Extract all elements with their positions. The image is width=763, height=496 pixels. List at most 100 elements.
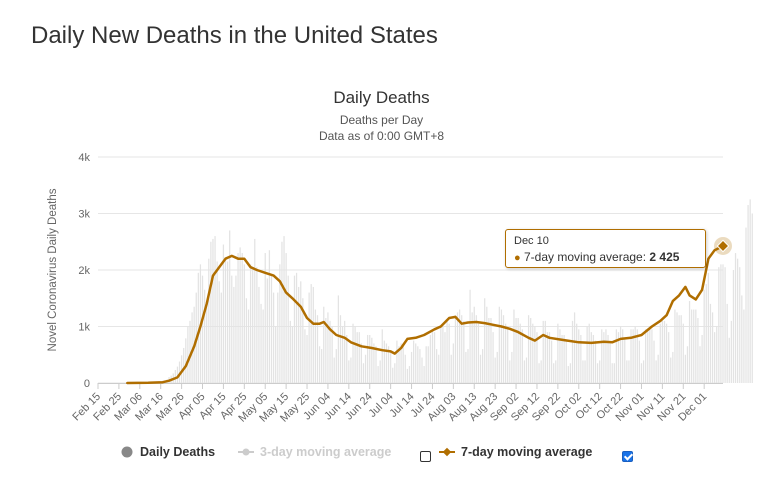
daily-deaths-bar[interactable] <box>367 334 369 383</box>
daily-deaths-bar[interactable] <box>419 349 421 383</box>
daily-deaths-bar[interactable] <box>385 343 388 383</box>
daily-deaths-bar[interactable] <box>576 323 578 383</box>
daily-deaths-bar[interactable] <box>527 315 530 383</box>
daily-deaths-bar[interactable] <box>728 337 730 383</box>
daily-deaths-bar[interactable] <box>272 292 275 383</box>
daily-deaths-bar[interactable] <box>473 306 475 383</box>
daily-deaths-bar[interactable] <box>260 303 262 383</box>
daily-deaths-bar[interactable] <box>302 298 304 383</box>
daily-deaths-bar[interactable] <box>321 349 323 383</box>
daily-deaths-bar[interactable] <box>235 275 237 383</box>
daily-deaths-bar[interactable] <box>674 309 676 383</box>
daily-deaths-bar[interactable] <box>655 360 657 383</box>
daily-deaths-bar[interactable] <box>714 332 716 383</box>
daily-deaths-bar[interactable] <box>425 346 427 383</box>
daily-deaths-bar[interactable] <box>590 332 592 383</box>
daily-deaths-bar[interactable] <box>360 343 362 383</box>
daily-deaths-bar[interactable] <box>379 360 381 383</box>
daily-deaths-bar[interactable] <box>471 312 473 384</box>
daily-deaths-bar[interactable] <box>642 360 645 383</box>
daily-deaths-bar[interactable] <box>350 357 352 383</box>
daily-deaths-bar[interactable] <box>680 315 682 383</box>
daily-deaths-bar[interactable] <box>678 315 680 383</box>
daily-deaths-bar[interactable] <box>247 309 250 383</box>
daily-deaths-bar[interactable] <box>640 363 643 383</box>
daily-deaths-bar[interactable] <box>208 258 210 383</box>
daily-deaths-bar[interactable] <box>206 303 208 383</box>
daily-deaths-bar[interactable] <box>258 286 260 383</box>
daily-deaths-bar[interactable] <box>452 343 454 383</box>
daily-deaths-bar[interactable] <box>291 326 294 384</box>
daily-deaths-bar[interactable] <box>446 320 448 383</box>
daily-deaths-bar[interactable] <box>659 323 661 383</box>
daily-deaths-bar[interactable] <box>295 272 298 383</box>
daily-deaths-bar[interactable] <box>569 363 572 383</box>
daily-deaths-bar[interactable] <box>588 323 590 383</box>
checkbox-3-day-average[interactable] <box>420 451 431 462</box>
daily-deaths-bar[interactable] <box>176 366 179 383</box>
daily-deaths-bar[interactable] <box>711 312 714 384</box>
daily-deaths-bar[interactable] <box>686 346 689 383</box>
daily-deaths-bar[interactable] <box>504 323 507 383</box>
daily-deaths-bar[interactable] <box>456 312 459 384</box>
daily-deaths-bar[interactable] <box>331 326 333 384</box>
daily-deaths-bar[interactable] <box>632 329 634 383</box>
daily-deaths-bar[interactable] <box>268 250 271 383</box>
daily-deaths-bar[interactable] <box>592 334 595 383</box>
daily-deaths-bar[interactable] <box>695 309 697 383</box>
daily-deaths-bar[interactable] <box>515 318 517 383</box>
daily-deaths-bar[interactable] <box>394 363 396 383</box>
daily-deaths-bar[interactable] <box>224 258 227 383</box>
daily-deaths-bar[interactable] <box>279 264 281 383</box>
daily-deaths-bar[interactable] <box>266 278 268 383</box>
daily-deaths-bar[interactable] <box>624 337 626 383</box>
daily-deaths-bar[interactable] <box>615 329 618 383</box>
daily-deaths-bar[interactable] <box>745 227 747 384</box>
daily-deaths-bar[interactable] <box>626 360 628 383</box>
daily-deaths-bar[interactable] <box>352 323 354 383</box>
daily-deaths-bar[interactable] <box>548 332 551 383</box>
daily-deaths-bar[interactable] <box>275 326 277 384</box>
daily-deaths-bar[interactable] <box>676 312 678 384</box>
daily-deaths-bar[interactable] <box>561 334 563 383</box>
daily-deaths-bar[interactable] <box>665 323 668 383</box>
daily-deaths-bar[interactable] <box>262 309 264 383</box>
daily-deaths-bar[interactable] <box>511 351 513 383</box>
hover-diamond-marker[interactable] <box>716 239 730 253</box>
daily-deaths-bar[interactable] <box>431 329 434 383</box>
daily-deaths-bar[interactable] <box>705 284 707 384</box>
daily-deaths-bar[interactable] <box>544 320 546 383</box>
daily-deaths-bar[interactable] <box>668 332 670 383</box>
daily-deaths-bar[interactable] <box>210 241 212 383</box>
daily-deaths-bar[interactable] <box>563 334 565 383</box>
daily-deaths-bar[interactable] <box>703 289 705 383</box>
daily-deaths-bar[interactable] <box>214 236 216 383</box>
daily-deaths-bar[interactable] <box>197 272 199 383</box>
daily-deaths-bar[interactable] <box>707 272 709 383</box>
daily-deaths-bar[interactable] <box>346 334 348 383</box>
daily-deaths-bar[interactable] <box>344 320 346 383</box>
daily-deaths-bar[interactable] <box>396 340 398 384</box>
daily-deaths-bar[interactable] <box>734 253 737 383</box>
daily-deaths-bar[interactable] <box>720 264 722 383</box>
daily-deaths-bar[interactable] <box>392 367 394 383</box>
daily-deaths-bar[interactable] <box>254 238 256 383</box>
daily-deaths-bar[interactable] <box>722 264 724 383</box>
daily-deaths-bar[interactable] <box>237 253 239 383</box>
daily-deaths-bar[interactable] <box>402 346 404 383</box>
daily-deaths-bar[interactable] <box>216 261 218 383</box>
daily-deaths-bar[interactable] <box>189 320 191 383</box>
daily-deaths-bar[interactable] <box>584 360 586 383</box>
daily-deaths-bar[interactable] <box>404 354 406 383</box>
daily-deaths-bar[interactable] <box>693 309 695 383</box>
daily-deaths-bar[interactable] <box>550 340 553 384</box>
daily-deaths-bar[interactable] <box>450 354 452 383</box>
daily-deaths-bar[interactable] <box>318 346 321 383</box>
daily-deaths-bar[interactable] <box>567 366 569 383</box>
daily-deaths-bar[interactable] <box>484 298 486 383</box>
daily-deaths-bar[interactable] <box>726 303 728 383</box>
daily-deaths-bar[interactable] <box>408 366 411 383</box>
daily-deaths-bar[interactable] <box>312 286 314 383</box>
daily-deaths-bar[interactable] <box>619 326 622 384</box>
